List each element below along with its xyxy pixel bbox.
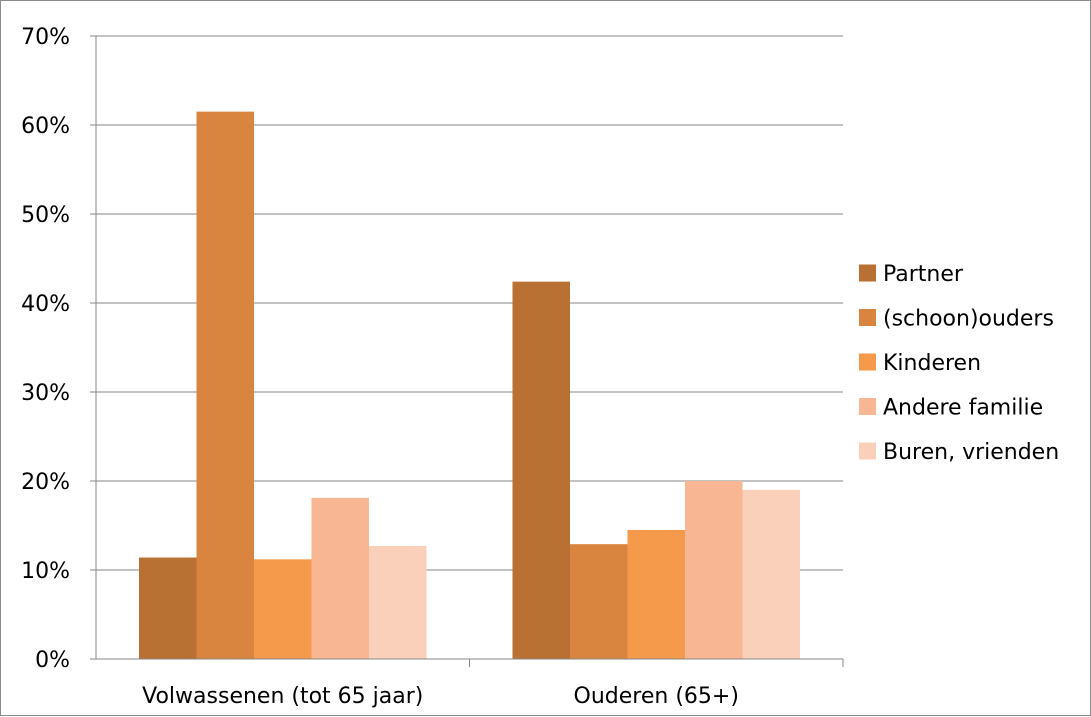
bar-4-0: [369, 545, 427, 659]
bar-1-1: [570, 544, 628, 659]
legend-label: Partner: [883, 262, 964, 287]
y-tick-label: 50%: [21, 203, 70, 228]
bar-0-0: [139, 557, 197, 659]
y-tick-label: 30%: [21, 381, 70, 406]
bar-0-1: [512, 281, 570, 659]
legend: Partner (schoon)ouders Kinderen Andere fami…: [859, 262, 1059, 465]
y-tick-labels: 0% 10% 20% 30% 40% 50% 60% 70%: [21, 25, 70, 673]
legend-swatch: [859, 264, 876, 282]
legend-label: Kinderen: [883, 351, 981, 376]
legend-swatch: [859, 309, 876, 326]
y-tick-label: 60%: [21, 114, 70, 139]
legend-label: (schoon)ouders: [883, 307, 1054, 332]
x-tick-label: Ouderen (65+): [574, 684, 739, 709]
y-tick-label: 40%: [21, 292, 70, 317]
y-tick-label: 10%: [21, 559, 70, 584]
legend-label: Andere familie: [883, 396, 1043, 421]
legend-swatch: [859, 442, 876, 460]
y-tick-label: 0%: [35, 648, 70, 673]
x-tick-label: Volwassenen (tot 65 jaar): [142, 684, 423, 709]
bars: [139, 111, 800, 659]
bar-3-0: [311, 497, 369, 659]
legend-swatch: [859, 353, 876, 371]
bar-1-0: [196, 111, 254, 659]
legend-label: Buren, vrienden: [883, 440, 1059, 465]
y-tick-label: 20%: [21, 470, 70, 495]
x-tick-labels: Volwassenen (tot 65 jaar) Ouderen (65+): [142, 684, 739, 709]
legend-swatch: [859, 398, 876, 415]
bar-2-0: [254, 559, 312, 659]
bar-3-1: [685, 481, 743, 659]
bar-2-1: [627, 529, 685, 659]
bar-4-1: [742, 489, 800, 659]
axes: [90, 35, 844, 667]
y-tick-label: 70%: [21, 25, 70, 50]
